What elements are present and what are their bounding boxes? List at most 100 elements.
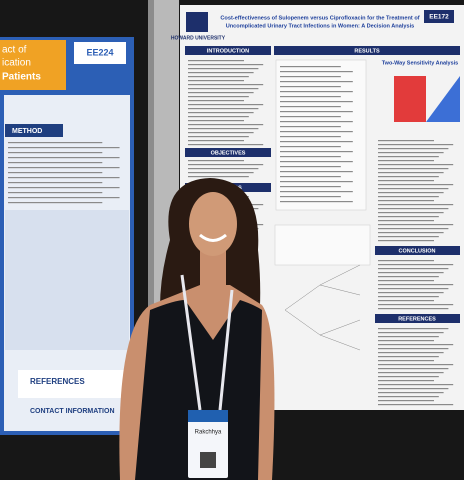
text-line <box>378 392 444 394</box>
text-line <box>188 72 254 74</box>
text-line <box>8 142 103 144</box>
figure-region <box>394 76 426 122</box>
text-line <box>378 172 444 174</box>
section-band <box>5 124 63 137</box>
badge-qr <box>200 452 216 468</box>
section-title: CONCLUSION <box>399 248 436 254</box>
text-line <box>378 236 439 238</box>
text-line <box>280 186 341 188</box>
left-title: ication <box>2 58 31 69</box>
text-line <box>378 340 434 342</box>
section-band <box>274 46 460 55</box>
text-line <box>188 176 249 178</box>
text-line <box>378 164 454 166</box>
text-line <box>378 268 449 270</box>
text-line <box>378 152 444 154</box>
text-line <box>8 177 120 179</box>
text-line <box>280 151 353 153</box>
text-line <box>280 196 341 198</box>
text-line <box>280 91 353 93</box>
university-logo <box>186 12 208 32</box>
text-line <box>378 364 454 366</box>
text-line <box>280 176 341 178</box>
text-line <box>188 120 244 122</box>
text-line <box>378 332 444 334</box>
text-line <box>8 157 120 159</box>
text-line <box>280 71 353 73</box>
right-code: EE172 <box>429 14 449 21</box>
text-line <box>8 182 103 184</box>
text-line <box>8 172 103 174</box>
text-line <box>378 384 454 386</box>
text-line <box>188 116 249 118</box>
text-line <box>378 264 454 266</box>
text-line <box>188 144 264 146</box>
text-line <box>280 96 341 98</box>
text-line <box>378 308 449 310</box>
poster-title: Uncomplicated Urinary Tract Infections i… <box>226 23 415 29</box>
badge <box>188 410 228 478</box>
text-line <box>378 144 454 146</box>
section-title: INTRODUCTION <box>207 48 249 54</box>
text-line <box>378 260 434 262</box>
text-line <box>378 368 449 370</box>
text-line <box>8 162 103 164</box>
section-title: REFERENCES <box>398 316 436 322</box>
text-line <box>188 124 264 126</box>
text-line <box>378 372 444 374</box>
text-line <box>280 81 353 83</box>
text-line <box>188 68 259 70</box>
section-title: CONTACT INFORMATION <box>30 408 115 415</box>
text-line <box>188 132 254 134</box>
text-line <box>378 184 454 186</box>
text-line <box>378 352 444 354</box>
text-line <box>280 131 353 133</box>
text-line <box>280 101 353 103</box>
text-line <box>378 168 449 170</box>
text-line <box>378 356 439 358</box>
text-line <box>188 160 244 162</box>
text-line <box>378 360 434 362</box>
text-line <box>188 60 244 62</box>
figure-region <box>426 76 460 122</box>
text-line <box>188 64 264 66</box>
text-line <box>280 191 353 193</box>
text-line <box>378 388 449 390</box>
results-table <box>275 59 367 211</box>
text-line <box>280 126 341 128</box>
section-band <box>185 46 271 55</box>
text-line <box>280 161 353 163</box>
text-line <box>378 232 444 234</box>
text-line <box>378 296 439 298</box>
text-line <box>8 187 120 189</box>
text-line <box>378 396 439 398</box>
text-line <box>378 272 444 274</box>
text-line <box>280 136 341 138</box>
text-line <box>378 204 454 206</box>
text-line <box>378 160 434 162</box>
text-line <box>280 86 341 88</box>
text-line <box>8 197 120 199</box>
text-line <box>378 348 449 350</box>
text-line <box>378 288 449 290</box>
face <box>189 192 237 256</box>
text-lines <box>8 142 120 204</box>
text-line <box>188 92 254 94</box>
text-line <box>8 147 120 149</box>
text-line <box>378 180 434 182</box>
right-code-box <box>424 10 454 23</box>
section-title: REFERENCES <box>30 377 85 386</box>
text-line <box>280 141 353 143</box>
left-code: EE224 <box>86 47 113 57</box>
text-line <box>280 181 353 183</box>
text-line <box>378 140 434 142</box>
text-line <box>378 192 444 194</box>
smile <box>199 233 227 242</box>
text-line <box>378 276 439 278</box>
text-line <box>378 196 439 198</box>
text-line <box>378 300 434 302</box>
text-line <box>280 66 341 68</box>
text-line <box>8 192 103 194</box>
text-line <box>188 140 244 142</box>
